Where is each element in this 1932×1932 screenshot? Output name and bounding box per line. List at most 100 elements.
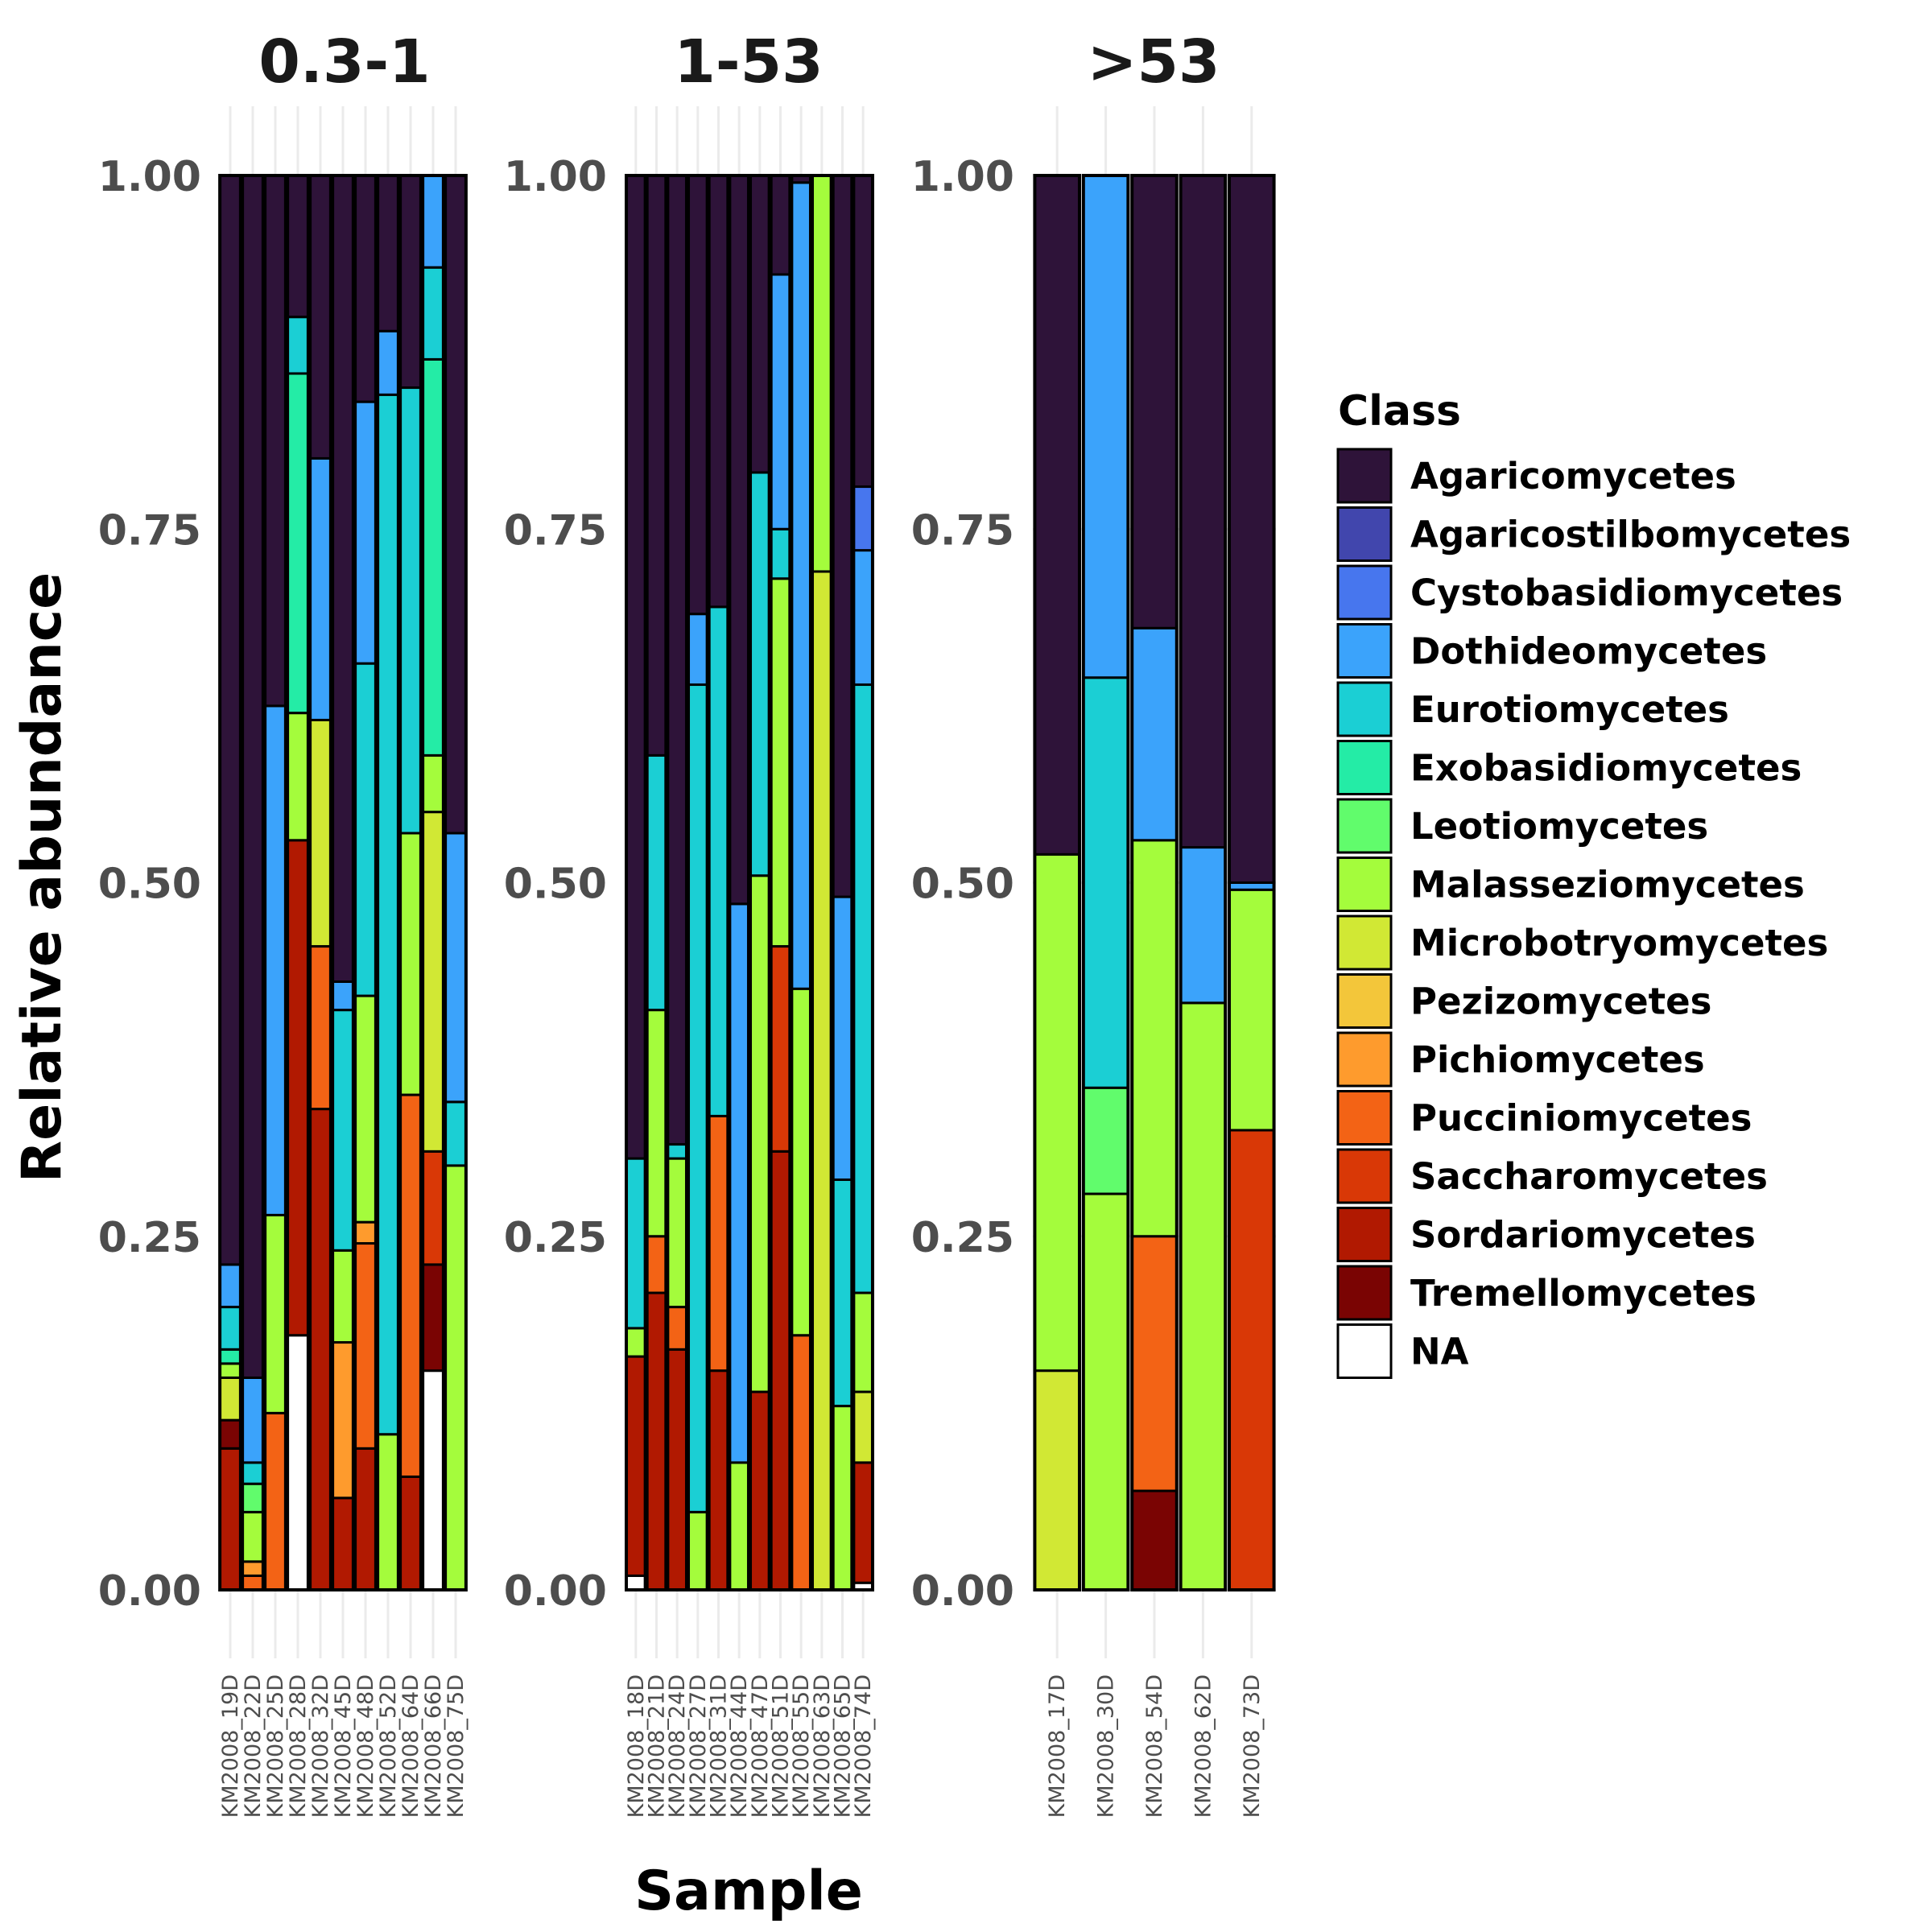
bar-segment-malasseziomycetes bbox=[625, 1327, 647, 1358]
bar-KM2008_63D bbox=[811, 174, 833, 1591]
bar-segment-sordariomycetes bbox=[852, 1461, 874, 1584]
bar-outline bbox=[353, 174, 378, 1591]
bar-KM2008_75D bbox=[444, 174, 468, 1591]
x-tick-label: KM2008_22D bbox=[241, 1674, 266, 1818]
legend-swatch bbox=[1336, 798, 1393, 854]
bar-KM2008_62D bbox=[1179, 174, 1228, 1591]
bar-segment-pucciniomycetes bbox=[790, 1334, 812, 1591]
bar-segment-dothideomycetes bbox=[770, 273, 791, 530]
x-tick-label: KM2008_52D bbox=[376, 1674, 401, 1818]
bar-segment-agaricomycetes bbox=[444, 174, 468, 835]
x-tick-label: KM2008_27D bbox=[686, 1674, 711, 1818]
y-tick-label: 0.00 bbox=[98, 1567, 201, 1616]
bar-segment-agaricomycetes bbox=[1130, 174, 1179, 630]
bar-outline bbox=[308, 174, 332, 1591]
x-tick-label: KM2008_19D bbox=[218, 1674, 243, 1818]
bar-segment-pichiomycetes bbox=[353, 1220, 378, 1245]
bar-segment-na bbox=[421, 1369, 445, 1591]
bar-KM2008_31D bbox=[707, 174, 730, 1591]
bar-segment-dothideomycetes bbox=[852, 549, 874, 687]
bar-KM2008_48D bbox=[353, 174, 378, 1591]
bar-segment-malasseziomycetes bbox=[1179, 1001, 1227, 1591]
bar-outline bbox=[1081, 174, 1130, 1591]
bar-KM2008_47D bbox=[749, 174, 771, 1591]
legend-item: Malasseziomycetes bbox=[1336, 857, 1805, 912]
bar-segment-dothideomycetes bbox=[1130, 626, 1179, 842]
legend-item: Sordariomycetes bbox=[1336, 1207, 1756, 1262]
legend-swatch bbox=[1336, 1265, 1393, 1321]
legend-label: Eurotiomycetes bbox=[1410, 688, 1729, 731]
bar-segment-exobasidiomycetes bbox=[286, 372, 310, 715]
bar-segment-sordariomycetes bbox=[708, 1369, 729, 1591]
bar-segment-malasseziomycetes bbox=[1228, 888, 1276, 1132]
legend-title: Class bbox=[1338, 387, 1461, 436]
bar-segment-malasseziomycetes bbox=[1033, 852, 1081, 1373]
legend-item: Pichiomycetes bbox=[1336, 1031, 1705, 1088]
bar-segment-microbotryomycetes bbox=[811, 570, 833, 1591]
bar-segment-dothideomycetes bbox=[241, 1376, 265, 1464]
bar-KM2008_25D bbox=[263, 174, 287, 1591]
legend-item: Dothideomycetes bbox=[1336, 623, 1767, 679]
bar-KM2008_22D bbox=[241, 174, 265, 1591]
bar-segment-leotiomycetes bbox=[1082, 1086, 1129, 1195]
bar-segment-agaricomycetes bbox=[749, 174, 771, 474]
x-tick-label: KM2008_66D bbox=[421, 1674, 446, 1818]
bar-outline bbox=[398, 174, 423, 1591]
legend-swatch bbox=[1336, 1207, 1393, 1262]
bar-KM2008_17D bbox=[1033, 174, 1081, 1591]
y-tick-label: 0.75 bbox=[98, 506, 201, 555]
bar-segment-malasseziomycetes bbox=[444, 1164, 468, 1591]
bar-segment-dothideomycetes bbox=[1179, 846, 1227, 1005]
x-tick-label: KM2008_45D bbox=[331, 1674, 356, 1818]
legend-item: Exobasidiomycetes bbox=[1336, 740, 1802, 795]
bar-outline bbox=[749, 174, 771, 1591]
legend-item: Eurotiomycetes bbox=[1336, 681, 1729, 737]
x-tick-label: KM2008_55D bbox=[789, 1674, 814, 1818]
legend-items: Agaricomycetes Agaricostilbomycetes Cystob… bbox=[1336, 448, 1851, 1379]
bar-segment-eurotiomycetes bbox=[832, 1178, 853, 1408]
bar-segment-dothideomycetes bbox=[832, 895, 853, 1181]
bar-segment-pucciniomycetes bbox=[646, 1235, 667, 1294]
bar-segment-sordariomycetes bbox=[749, 1390, 771, 1591]
bar-segment-tremellomycetes bbox=[1130, 1489, 1179, 1591]
bar-KM2008_52D bbox=[376, 174, 400, 1591]
bar-segment-dothideomycetes bbox=[376, 329, 400, 396]
bar-KM2008_74D bbox=[852, 174, 874, 1591]
facet-title: 1-53 bbox=[674, 27, 823, 97]
bar-outline bbox=[1130, 174, 1179, 1591]
bar-segment-saccharomycetes bbox=[1228, 1129, 1276, 1591]
bar-segment-eurotiomycetes bbox=[444, 1100, 468, 1167]
legend-label: Saccharomycetes bbox=[1410, 1155, 1768, 1198]
bar-outline bbox=[831, 174, 854, 1591]
x-tick-label: KM2008_63D bbox=[810, 1674, 835, 1818]
bar-segment-agaricomycetes bbox=[398, 174, 423, 390]
bar-outline bbox=[666, 174, 688, 1591]
x-tick-label: KM2008_28D bbox=[286, 1674, 311, 1818]
bar-outline bbox=[1033, 174, 1081, 1591]
bar-KM2008_65D bbox=[831, 174, 854, 1591]
y-tick-label: 0.00 bbox=[911, 1567, 1014, 1616]
bar-outline bbox=[645, 174, 668, 1591]
legend-item: Microbotryomycetes bbox=[1336, 914, 1828, 971]
bar-segment-saccharomycetes bbox=[421, 1150, 445, 1266]
bar-segment-sordariomycetes bbox=[308, 1108, 332, 1591]
facet-title: 0.3-1 bbox=[258, 27, 430, 97]
bar-KM2008_51D bbox=[769, 174, 792, 1591]
bar-segment-eurotiomycetes bbox=[331, 1009, 355, 1252]
legend-label: Leotiomycetes bbox=[1410, 805, 1708, 848]
bar-KM2008_64D bbox=[398, 174, 423, 1591]
legend-item: Agaricostilbomycetes bbox=[1336, 506, 1851, 562]
bar-KM2008_55D bbox=[790, 174, 812, 1591]
bar-KM2008_32D bbox=[308, 174, 332, 1591]
bar-segment-sordariomycetes bbox=[398, 1475, 423, 1591]
facet-panel: >53 0.00 0.25 0.50 0.75 1.00 KM2008_17D KM2008_… bbox=[911, 27, 1276, 1818]
bar-segment-agaricomycetes bbox=[1179, 174, 1227, 849]
bar-segment-pucciniomycetes bbox=[666, 1306, 688, 1351]
bar-segment-na bbox=[286, 1334, 310, 1591]
legend-label: Microbotryomycetes bbox=[1410, 922, 1828, 964]
bar-segment-sordariomycetes bbox=[218, 1447, 242, 1591]
bar-segment-tremellomycetes bbox=[421, 1263, 445, 1373]
bar-segment-eurotiomycetes bbox=[421, 266, 445, 361]
bar-segment-malasseziomycetes bbox=[852, 1291, 874, 1393]
bar-segment-eurotiomycetes bbox=[666, 1143, 688, 1160]
